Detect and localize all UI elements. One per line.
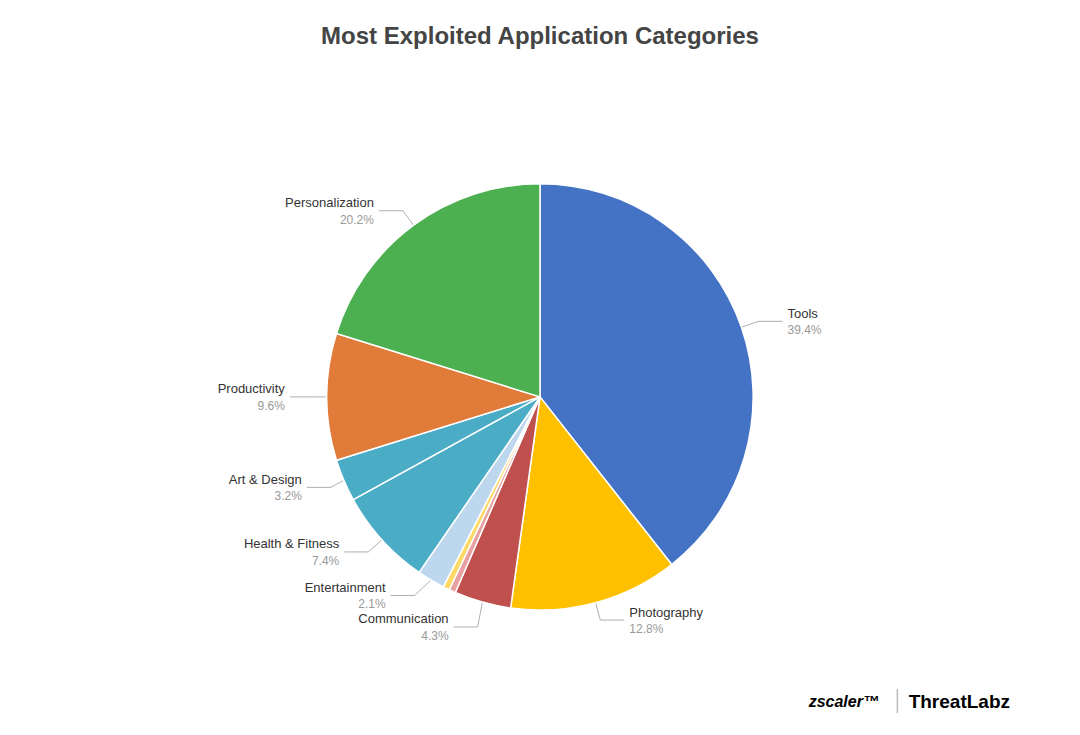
svg-text:ThreatLabz: ThreatLabz <box>909 691 1010 712</box>
svg-text:12.8%: 12.8% <box>629 622 663 636</box>
svg-text:20.2%: 20.2% <box>340 213 374 227</box>
svg-text:4.3%: 4.3% <box>421 629 449 643</box>
svg-text:9.6%: 9.6% <box>257 399 285 413</box>
svg-text:7.4%: 7.4% <box>312 554 340 568</box>
svg-text:Health & Fitness: Health & Fitness <box>244 536 340 551</box>
svg-text:2.1%: 2.1% <box>358 597 386 611</box>
svg-text:Tools: Tools <box>787 306 818 321</box>
svg-text:Productivity: Productivity <box>218 381 286 396</box>
svg-text:Entertainment: Entertainment <box>305 580 386 595</box>
svg-text:Communication: Communication <box>358 611 448 626</box>
svg-text:3.2%: 3.2% <box>274 489 302 503</box>
svg-text:Personalization: Personalization <box>285 195 374 210</box>
svg-text:39.4%: 39.4% <box>787 323 821 337</box>
svg-text:Most Exploited Application Cat: Most Exploited Application Categories <box>321 22 759 49</box>
svg-text:zscaler™: zscaler™ <box>808 693 879 710</box>
svg-text:Photography: Photography <box>629 605 703 620</box>
svg-text:Art & Design: Art & Design <box>229 472 302 487</box>
